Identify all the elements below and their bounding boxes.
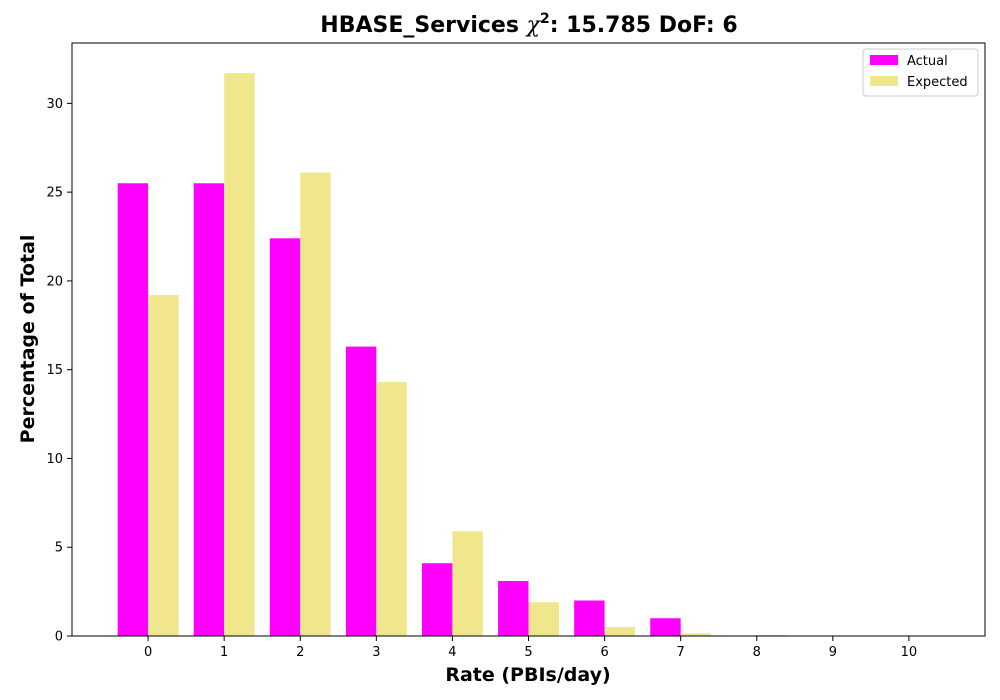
legend-label-actual: Actual: [907, 54, 948, 69]
x-tick-label: 3: [372, 645, 380, 660]
x-axis-label: Rate (PBIs/day): [445, 664, 610, 686]
y-tick-label: 5: [55, 541, 63, 556]
y-tick-label: 0: [55, 630, 63, 645]
bar-actual-7: [650, 618, 681, 636]
bar-expected-1: [224, 73, 255, 637]
x-tick-label: 9: [829, 645, 837, 660]
x-tick-label: 7: [677, 645, 685, 660]
x-tick-label: 5: [524, 645, 532, 660]
y-tick-label: 15: [46, 363, 63, 378]
bar-actual-4: [421, 563, 453, 636]
bar-expected-4: [452, 531, 483, 636]
bar-actual-5: [498, 580, 529, 636]
legend-swatch-actual: [870, 55, 898, 65]
x-tick-label: 8: [753, 645, 761, 660]
y-axis-ticks: 0 5 10 15 20 25 30: [46, 97, 72, 645]
legend-label-expected: Expected: [907, 75, 968, 90]
bars: [117, 73, 788, 637]
y-tick-label: 20: [46, 274, 63, 289]
x-tick-label: 2: [296, 645, 304, 660]
bar-actual-2: [269, 238, 301, 636]
bar-expected-5: [528, 602, 559, 636]
chart-title: HBASE_Services χ2: 15.785 DoF: 6: [320, 11, 737, 38]
bar-expected-0: [148, 295, 179, 636]
x-tick-label: 6: [600, 645, 608, 660]
y-tick-label: 25: [46, 186, 63, 201]
bar-actual-6: [574, 600, 605, 636]
x-tick-label: 1: [220, 645, 228, 660]
x-tick-label: 4: [448, 645, 456, 660]
x-axis-ticks: 0 1 2 3 4 5 6 7 8 9 10: [144, 636, 917, 660]
legend-swatch-expected: [870, 76, 898, 86]
y-tick-label: 30: [46, 97, 63, 112]
legend: Actual Expected: [862, 48, 979, 97]
bar-expected-3: [376, 382, 407, 636]
bar-actual-0: [117, 183, 149, 636]
bar-expected-7: [680, 633, 712, 636]
bar-actual-1: [193, 183, 225, 636]
y-tick-label: 10: [46, 452, 63, 467]
bar-expected-6: [604, 627, 636, 636]
bar-actual-3: [345, 346, 377, 636]
bar-expected-2: [300, 172, 331, 636]
y-axis-label: Percentage of Total: [17, 235, 39, 444]
plot-frame: [71, 42, 986, 637]
x-tick-label: 0: [144, 645, 152, 660]
x-tick-label: 10: [901, 645, 918, 660]
